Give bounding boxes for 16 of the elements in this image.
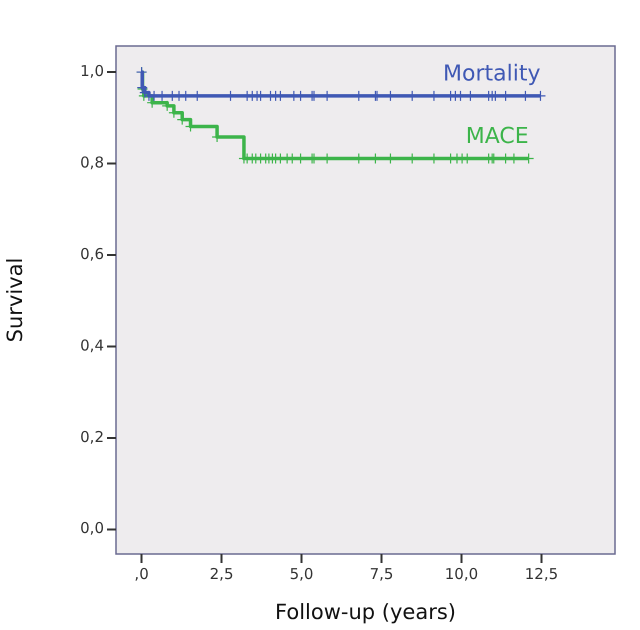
y-axis-title: Survival [3,258,28,342]
series-label: MACE [466,124,529,150]
x-tick-label: 12,5 [524,564,558,583]
y-tick-label: 0,8 [80,153,104,172]
x-tick-label: 5,0 [290,564,314,583]
x-tick-label: 10,0 [444,564,478,583]
x-tick-label: 7,5 [370,564,394,583]
y-tick-label: 0,4 [80,336,104,354]
y-tick-label: 0,0 [80,519,104,538]
x-axis-title: Follow-up (years) [275,600,456,624]
y-tick-label: 0,6 [80,244,104,263]
y-tick-label: 1,0 [80,62,104,80]
x-tick-label: ,0 [134,564,149,583]
series-label: Mortality [443,62,540,87]
x-tick-label: 2,5 [210,564,234,583]
y-tick-label: 0,2 [80,428,104,446]
